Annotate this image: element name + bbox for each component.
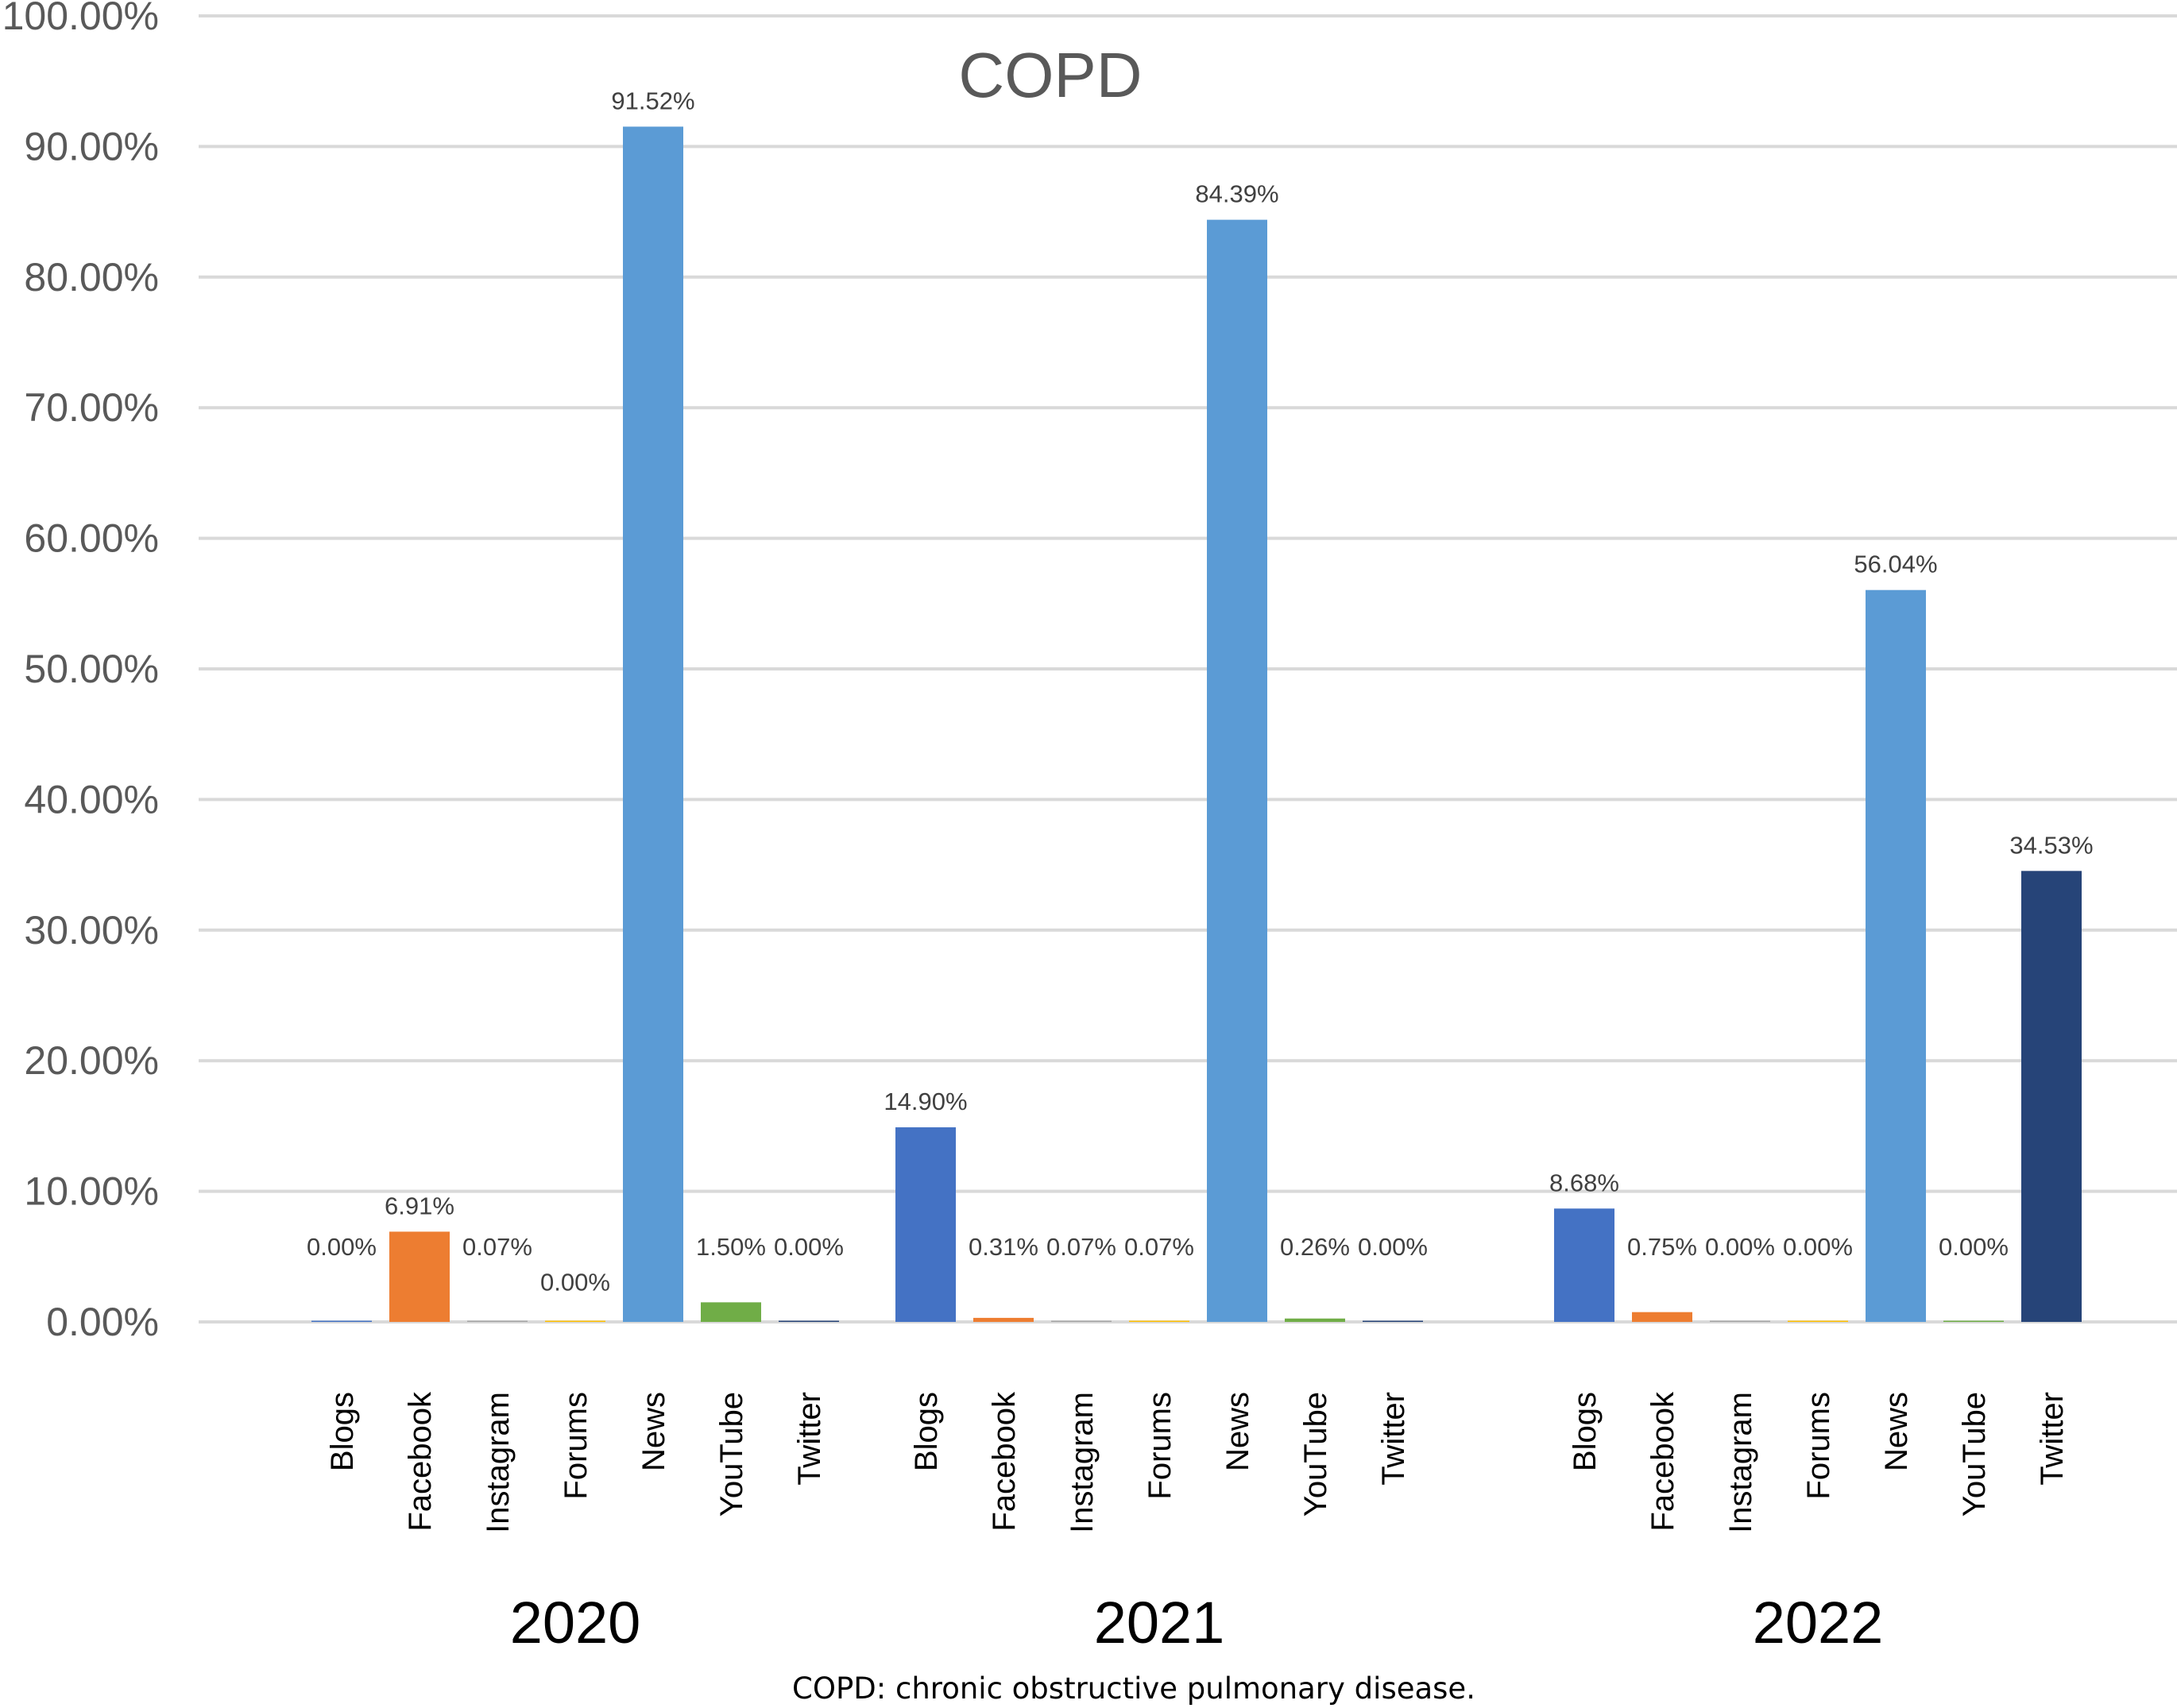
- bar-2021-news: [1207, 219, 1267, 1322]
- category-label-2020-forums: Forums: [559, 1392, 594, 1500]
- category-labels: Blogs Facebook Instagram Forums News YouTube T…: [325, 1391, 2070, 1533]
- y-tick-label: 40.00%: [24, 777, 159, 821]
- category-label-2020-youtube: YouTube: [714, 1392, 749, 1517]
- data-label-2022-twitter: 34.53%: [2009, 831, 2093, 859]
- category-label-2021-twitter: Twitter: [1376, 1392, 1411, 1486]
- category-label-2022-instagram: Instagram: [1723, 1392, 1758, 1533]
- data-label-2021-twitter: 0.00%: [1358, 1233, 1428, 1261]
- data-label-2022-instagram: 0.00%: [1705, 1233, 1775, 1261]
- category-label-2021-youtube: YouTube: [1298, 1392, 1333, 1517]
- category-label-2022-forums: Forums: [1801, 1392, 1836, 1500]
- bar-2020-blogs: [311, 1320, 372, 1322]
- category-label-2022-news: News: [1879, 1392, 1914, 1471]
- bar-2022-forums: [1788, 1320, 1848, 1322]
- y-tick-label: 30.00%: [24, 908, 159, 953]
- bar-2022-twitter: [2021, 871, 2082, 1322]
- data-label-2020-blogs: 0.00%: [307, 1233, 377, 1261]
- data-label-2020-forums: 0.00%: [540, 1269, 610, 1296]
- category-label-2020-instagram: Instagram: [481, 1392, 516, 1533]
- group-label-2022: 2022: [1753, 1590, 1884, 1656]
- category-label-2022-youtube: YouTube: [1957, 1392, 1992, 1517]
- y-tick-label: 70.00%: [24, 385, 159, 430]
- category-label-2020-twitter: Twitter: [792, 1392, 827, 1486]
- category-label-2022-facebook: Facebook: [1645, 1391, 1680, 1532]
- bars: [311, 126, 2082, 1323]
- category-label-2021-blogs: Blogs: [909, 1392, 944, 1471]
- data-label-2020-news: 91.52%: [611, 87, 694, 114]
- data-label-2021-instagram: 0.07%: [1046, 1233, 1116, 1261]
- chart-title: COPD: [958, 40, 1142, 110]
- bar-2022-news: [1866, 589, 1926, 1322]
- y-tick-label: 60.00%: [24, 516, 159, 561]
- y-tick-label: 0.00%: [46, 1300, 159, 1344]
- data-label-2021-facebook: 0.31%: [969, 1233, 1038, 1261]
- bar-2020-youtube: [701, 1302, 761, 1322]
- data-label-2021-youtube: 0.26%: [1280, 1233, 1350, 1261]
- category-label-2021-forums: Forums: [1143, 1392, 1177, 1500]
- bar-2020-forums: [545, 1320, 605, 1322]
- y-tick-label: 10.00%: [24, 1169, 159, 1214]
- category-label-2020-facebook: Facebook: [403, 1391, 438, 1532]
- bar-2022-facebook: [1632, 1312, 1692, 1322]
- category-label-2022-twitter: Twitter: [2035, 1392, 2070, 1486]
- bar-2021-blogs: [895, 1127, 956, 1322]
- data-label-2022-youtube: 0.00%: [1939, 1233, 2009, 1261]
- gridlines: [199, 14, 2177, 1324]
- category-label-2020-news: News: [636, 1392, 671, 1471]
- y-axis-tick-labels: 0.00% 10.00% 20.00% 30.00% 40.00% 50.00% 60.00…: [2, 0, 159, 1344]
- year-group-labels: 2020 2021 2022: [510, 1590, 1884, 1656]
- bar-2021-twitter: [1363, 1320, 1423, 1322]
- data-label-2021-blogs: 14.90%: [884, 1088, 967, 1115]
- y-tick-label: 100.00%: [2, 0, 159, 38]
- bar-2020-twitter: [779, 1320, 839, 1322]
- bar-2021-forums: [1129, 1320, 1189, 1322]
- y-tick-label: 20.00%: [24, 1038, 159, 1083]
- y-tick-label: 90.00%: [24, 124, 159, 168]
- category-label-2020-blogs: Blogs: [325, 1392, 360, 1471]
- category-label-2022-blogs: Blogs: [1568, 1392, 1603, 1471]
- category-label-2021-facebook: Facebook: [987, 1391, 1022, 1532]
- bar-2020-news: [623, 126, 683, 1323]
- group-label-2021: 2021: [1094, 1590, 1225, 1656]
- data-label-2022-forums: 0.00%: [1783, 1233, 1853, 1261]
- data-label-2020-facebook: 6.91%: [385, 1192, 454, 1219]
- group-label-2020: 2020: [510, 1590, 641, 1656]
- bar-2021-facebook: [973, 1317, 1034, 1322]
- data-label-2020-twitter: 0.00%: [774, 1233, 844, 1261]
- data-label-2021-forums: 0.07%: [1124, 1233, 1194, 1261]
- bar-2022-instagram: [1710, 1320, 1770, 1322]
- data-labels: 0.00% 6.91% 0.07% 0.00% 91.52% 1.50% 0.00% 14.9…: [307, 87, 2094, 1296]
- y-tick-label: 50.00%: [24, 647, 159, 691]
- bar-2022-youtube: [1943, 1320, 2004, 1322]
- data-label-2022-blogs: 8.68%: [1549, 1169, 1619, 1196]
- category-label-2021-news: News: [1220, 1392, 1255, 1471]
- category-label-2021-instagram: Instagram: [1065, 1392, 1100, 1533]
- y-tick-label: 80.00%: [24, 255, 159, 299]
- bar-2020-facebook: [389, 1231, 450, 1322]
- bar-2021-instagram: [1051, 1320, 1112, 1322]
- data-label-2021-news: 84.39%: [1195, 180, 1278, 208]
- chart-caption: COPD: chronic obstructive pulmonary dise…: [792, 1671, 1475, 1706]
- data-label-2020-youtube: 1.50%: [696, 1233, 766, 1261]
- data-label-2022-news: 56.04%: [1854, 551, 1937, 578]
- bar-2021-youtube: [1285, 1318, 1345, 1322]
- data-label-2022-facebook: 0.75%: [1627, 1233, 1697, 1261]
- data-label-2020-instagram: 0.07%: [462, 1233, 532, 1261]
- bar-2020-instagram: [467, 1320, 528, 1322]
- bar-2022-blogs: [1554, 1208, 1614, 1322]
